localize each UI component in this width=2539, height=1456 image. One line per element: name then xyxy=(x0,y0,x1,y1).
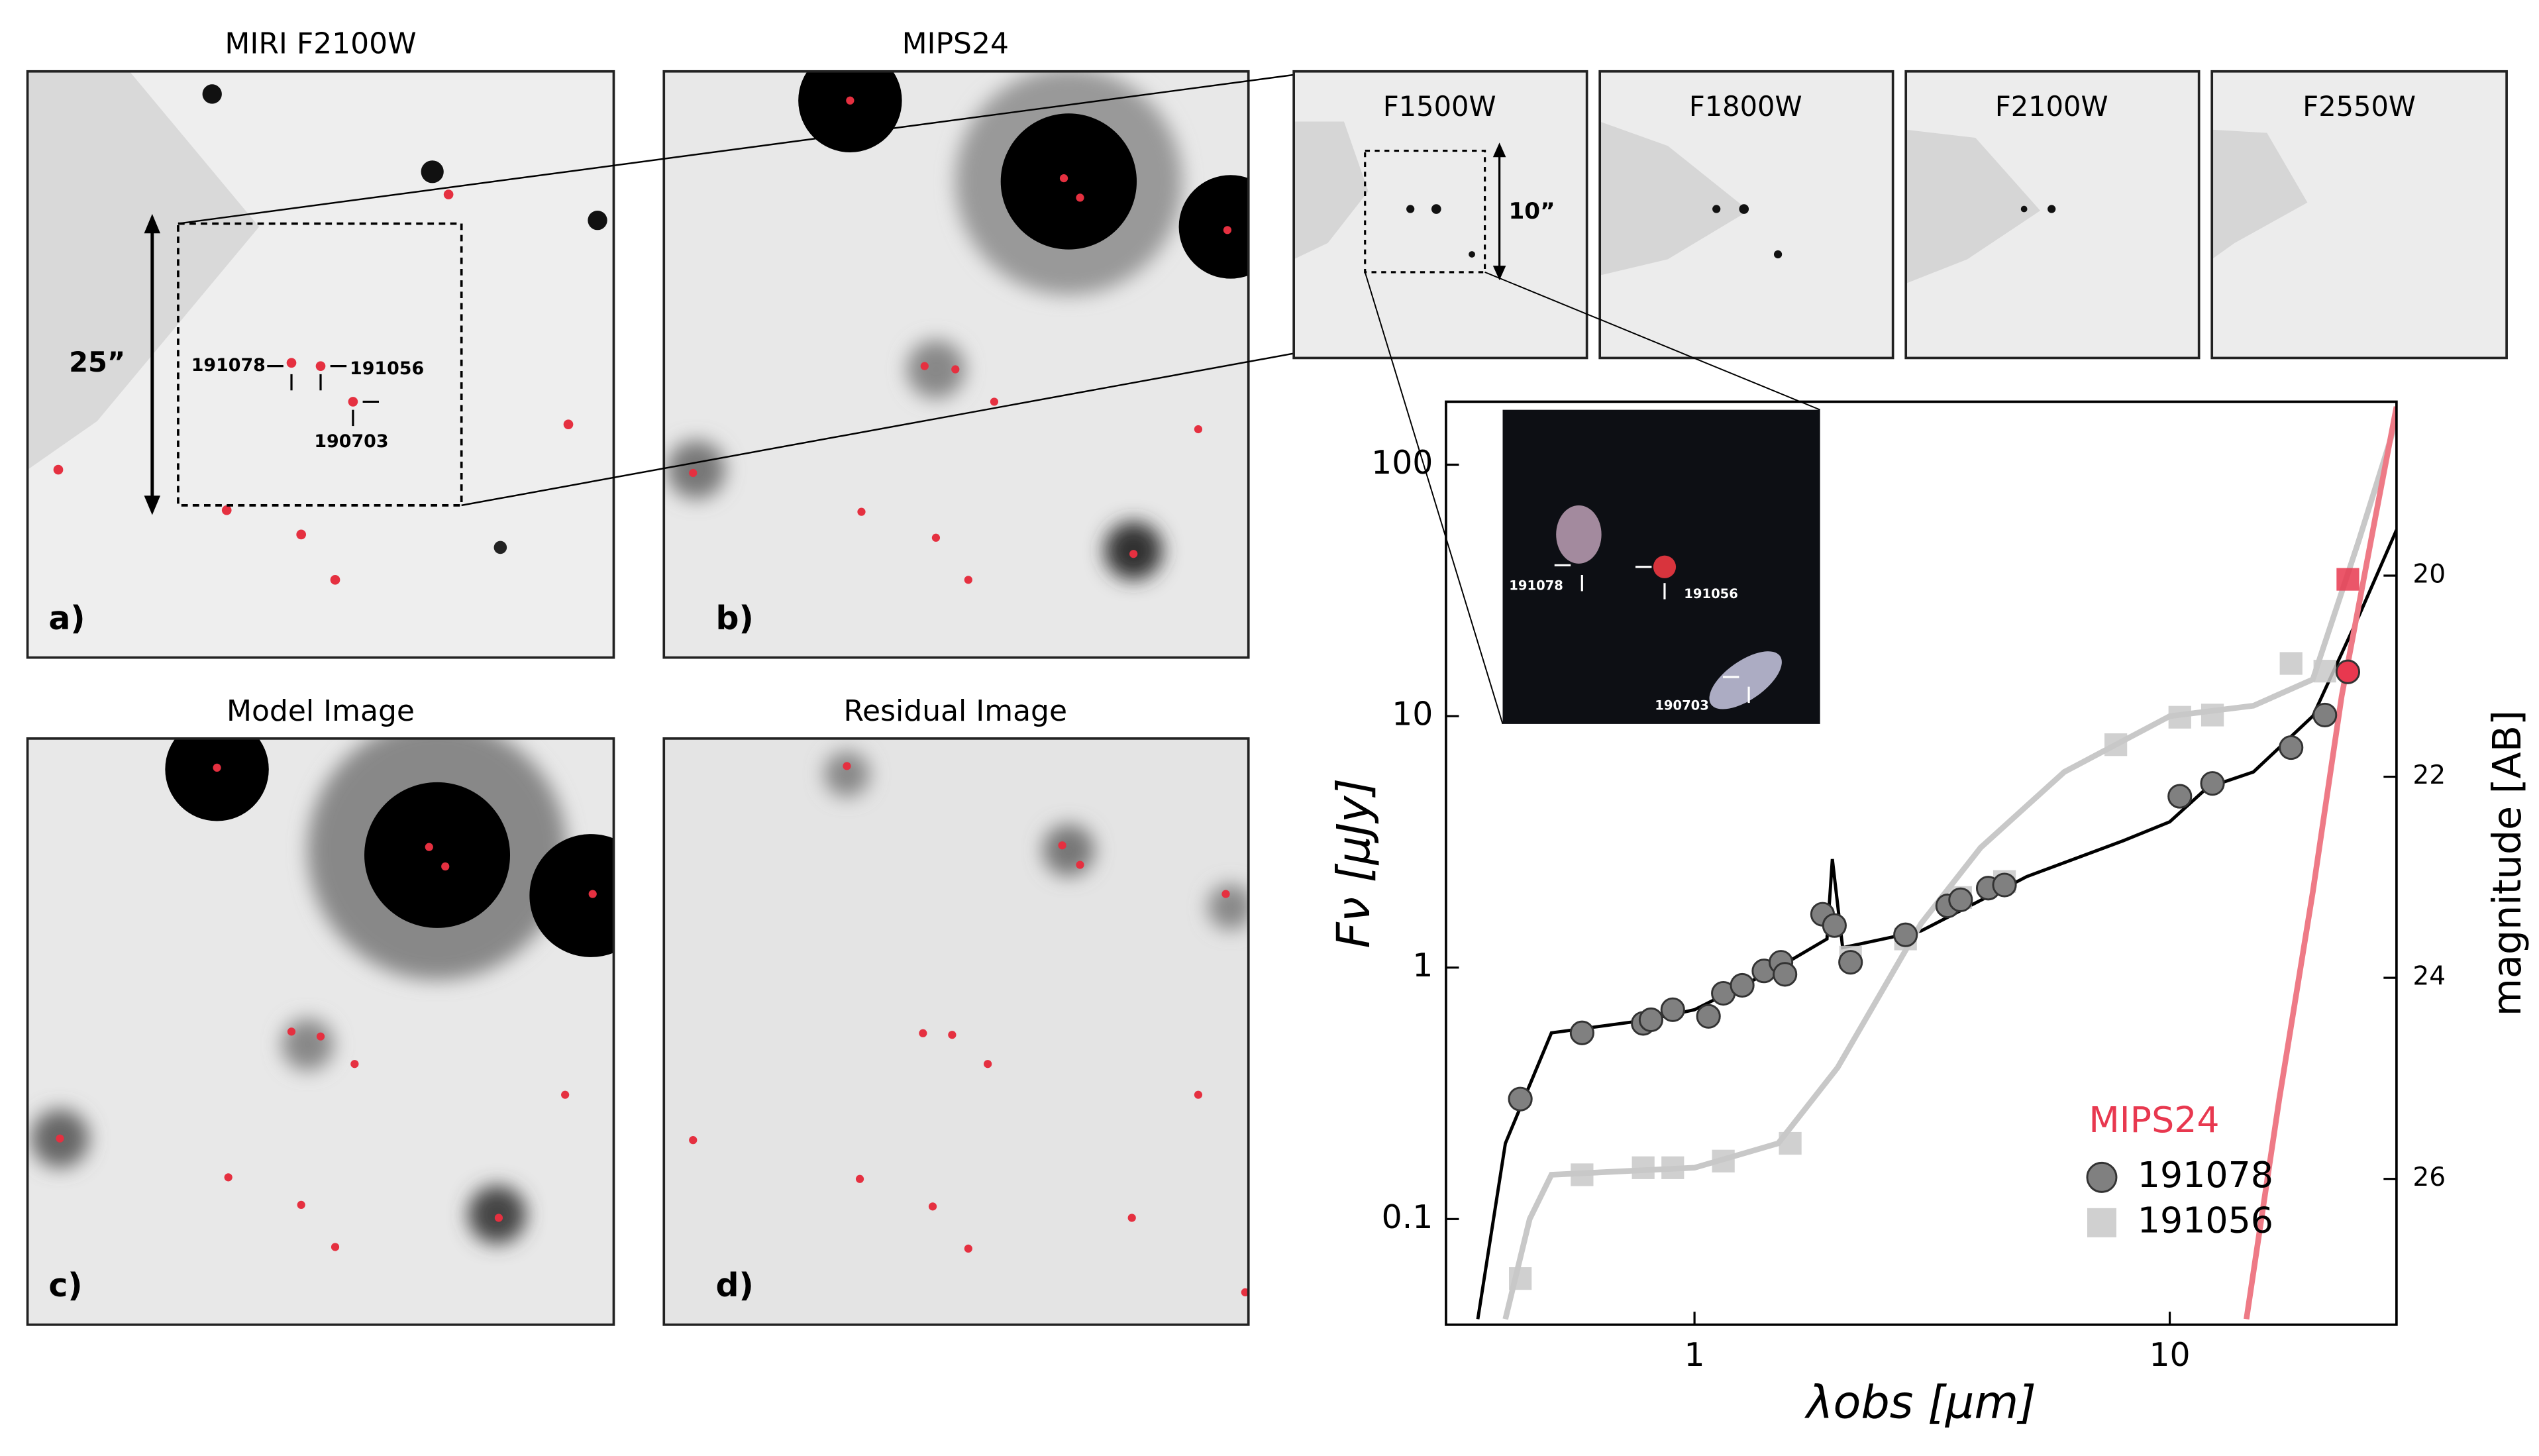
x-axis-label: λobs [μm] xyxy=(1804,1377,2036,1430)
data-point xyxy=(1779,1131,1802,1155)
panel-label: a) xyxy=(48,599,85,637)
data-point xyxy=(2167,784,2193,809)
data-point xyxy=(1661,1156,1684,1179)
panel-title: Residual Image xyxy=(843,694,1067,728)
panel-b: MIPS24 b) xyxy=(662,27,1250,659)
data-point xyxy=(2087,1208,2116,1237)
y-axis-label: Fν [μJy] xyxy=(1327,778,1380,949)
x-tick-label: 1 xyxy=(1684,1336,1705,1374)
legend-title: MIPS24 xyxy=(2089,1099,2219,1141)
filter-label: F2100W xyxy=(1995,90,2108,123)
panel-a: MIRI F2100W 25” 191078 191056 190703 a) xyxy=(26,27,615,659)
filter-label: F1800W xyxy=(1689,90,1802,123)
y2-tick-label: 20 xyxy=(2412,560,2446,590)
source-label: 190703 xyxy=(314,431,388,452)
source-label: 191056 xyxy=(350,358,424,379)
data-point xyxy=(2201,703,2224,727)
source-label: 191056 xyxy=(1684,586,1738,601)
panel-d: Residual Image d) xyxy=(662,694,1250,1326)
data-point xyxy=(1632,1156,1655,1179)
data-point xyxy=(2104,733,2128,756)
data-point xyxy=(1571,1163,1594,1186)
plot-frame xyxy=(1445,400,2398,1326)
y2-axis-label: magnitude [AB] xyxy=(2485,710,2530,1016)
panel-label: c) xyxy=(48,1267,82,1304)
connector xyxy=(1364,271,1821,725)
data-point xyxy=(1992,872,2017,898)
source-label: 191078 xyxy=(1509,578,1563,594)
data-point xyxy=(1893,922,1918,947)
y2-tick-label: 22 xyxy=(2412,760,2446,790)
x-tick-label: 10 xyxy=(2149,1336,2190,1374)
plot-area xyxy=(1476,406,2397,1320)
data-point xyxy=(1838,950,1863,975)
data-point xyxy=(2336,568,2359,591)
legend-label: 191078 xyxy=(2138,1154,2273,1196)
panel-label: b) xyxy=(715,599,753,637)
data-point xyxy=(1660,997,1685,1022)
panel-c: Model Image c) xyxy=(26,694,615,1326)
source-label: 191078 xyxy=(191,355,266,376)
data-point xyxy=(2086,1161,2118,1193)
panel-label: d) xyxy=(715,1267,753,1304)
data-point xyxy=(1508,1086,1533,1112)
data-point xyxy=(2200,771,2225,796)
legend-label: 191056 xyxy=(2138,1199,2273,1241)
model-curve xyxy=(2244,406,2397,1320)
scale-label: 25” xyxy=(69,346,125,378)
y-tick-label: 100 xyxy=(1371,444,1433,482)
scale-label: 10” xyxy=(1508,198,1555,225)
data-point xyxy=(2313,660,2336,683)
connector xyxy=(178,74,1296,507)
data-point xyxy=(2279,735,2304,760)
data-point xyxy=(1569,1020,1594,1045)
data-point xyxy=(2335,659,2361,684)
data-point xyxy=(1822,913,1847,938)
y2-tick-label: 24 xyxy=(2412,962,2446,992)
data-point xyxy=(1509,1267,1532,1290)
data-point xyxy=(1696,1004,1721,1029)
data-point xyxy=(2279,652,2303,675)
source-label: 190703 xyxy=(1655,698,1709,713)
data-point xyxy=(1773,962,1798,987)
data-point xyxy=(2312,702,2338,728)
y2-tick-label: 26 xyxy=(2412,1163,2446,1192)
data-point xyxy=(1730,972,1755,998)
data-point xyxy=(1638,1007,1664,1033)
data-point xyxy=(1712,1149,1735,1172)
sed-chart: 1 10 0.1 1 10 100 20 22 24 26 λobs [μm] Fν [μJy] mag… xyxy=(1327,400,2530,1430)
y-tick-label: 1 xyxy=(1412,947,1433,984)
panel-title: MIRI F2100W xyxy=(225,27,416,61)
data-point xyxy=(2168,705,2191,729)
inset-image: 191078 191056 190703 xyxy=(1502,409,1820,724)
filter-panels: 10” F1500W F1800W F2100W F2550W xyxy=(1292,70,2508,360)
panel-title: Model Image xyxy=(227,694,415,728)
panel-title: MIPS24 xyxy=(902,27,1009,61)
filter-label: F2550W xyxy=(2303,90,2416,123)
y-tick-label: 10 xyxy=(1392,696,1433,733)
y-tick-label: 0.1 xyxy=(1382,1198,1433,1236)
filter-label: F1500W xyxy=(1383,90,1496,123)
data-point xyxy=(1948,887,1973,912)
